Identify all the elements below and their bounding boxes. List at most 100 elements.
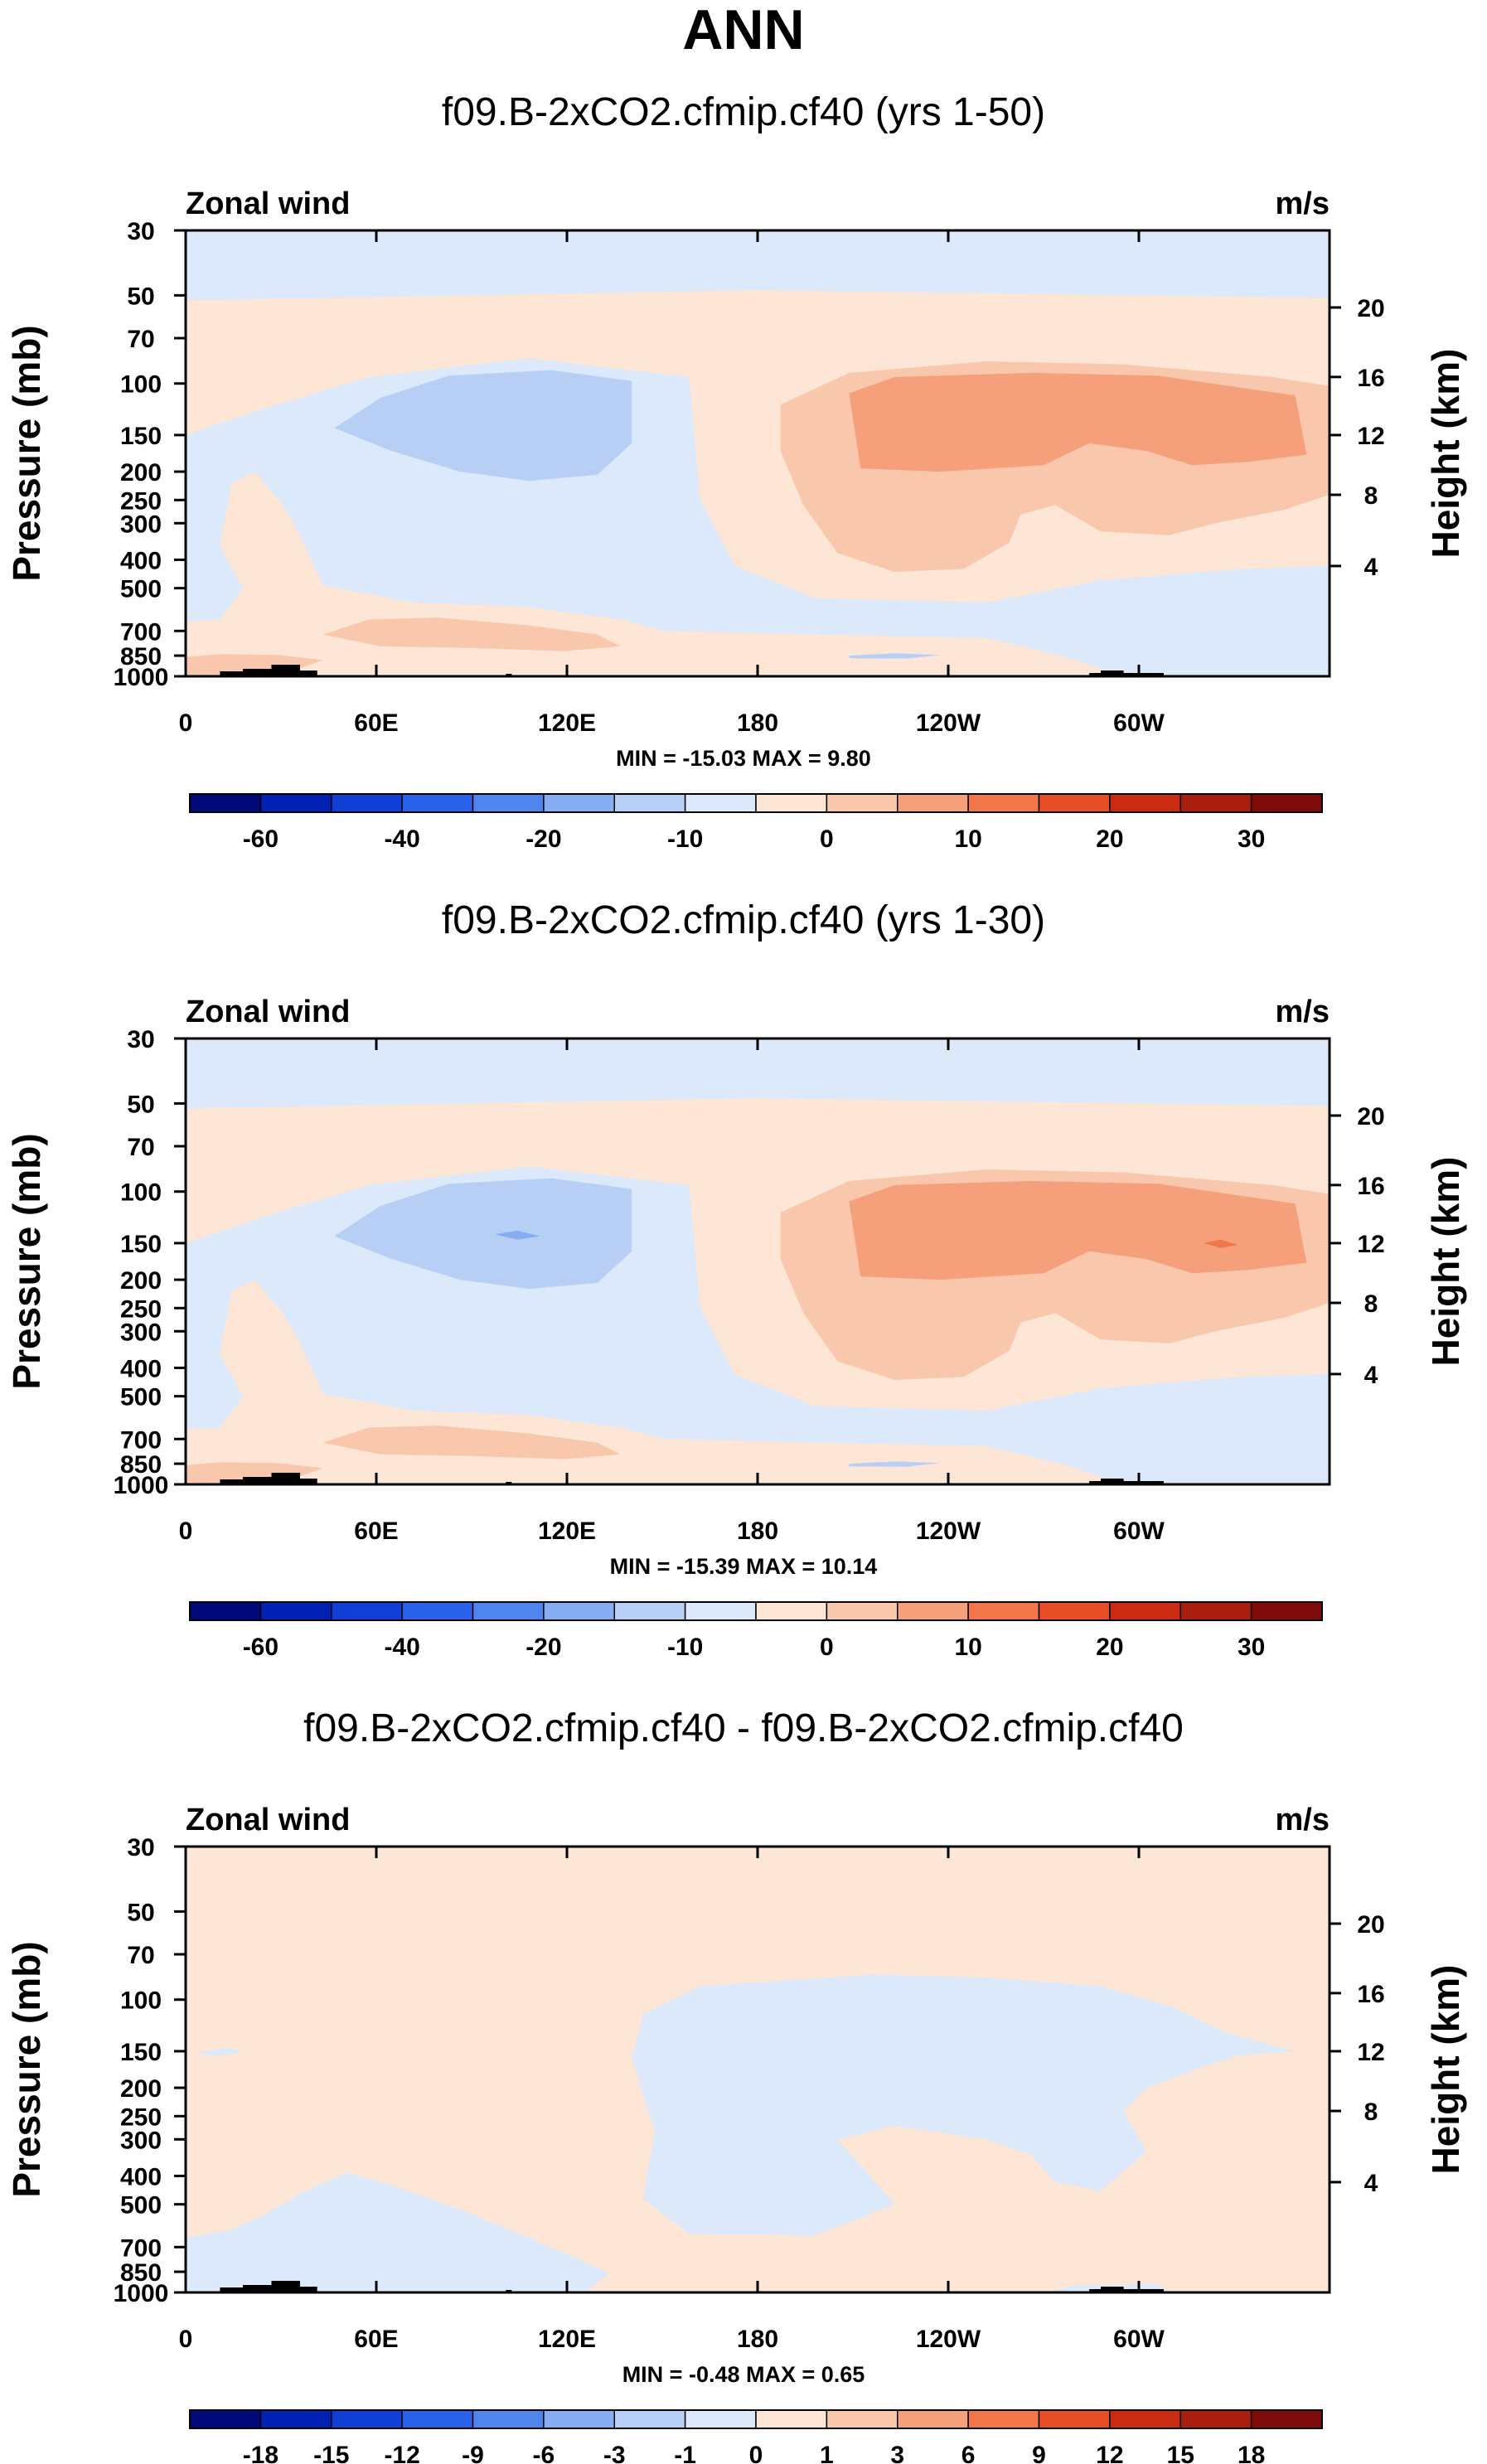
min-max-stats: MIN = -15.39 MAX = 10.14 xyxy=(610,1554,878,1579)
colorbar-swatch xyxy=(897,793,969,813)
colorbar-swatch xyxy=(1109,793,1181,813)
pressure-tick-label: 700 xyxy=(120,2234,162,2262)
colorbar-label: -60 xyxy=(243,825,279,853)
height-tick-label: 20 xyxy=(1357,295,1384,322)
pressure-tick-label: 150 xyxy=(120,1231,162,1258)
contour-diff-negative-lower xyxy=(186,2172,609,2292)
colorbar-swatch xyxy=(543,1601,615,1621)
pressure-tick-label: 250 xyxy=(120,1295,162,1323)
colorbar-swatch xyxy=(1250,2409,1323,2429)
height-tick-label: 4 xyxy=(1364,554,1378,581)
colorbar-label: 10 xyxy=(954,825,981,853)
colorbar-label: 0 xyxy=(820,825,834,853)
pressure-tick-label: 30 xyxy=(127,1026,154,1053)
colorbar-swatch xyxy=(189,793,262,813)
topography-mask xyxy=(271,1473,300,1484)
colorbar-swatch xyxy=(684,1601,757,1621)
panel-title: f09.B-2xCO2.cfmip.cf40 (yrs 1-30) xyxy=(442,898,1045,942)
topography-mask xyxy=(1101,670,1124,676)
min-max-stats: MIN = -15.03 MAX = 9.80 xyxy=(616,746,871,771)
colorbar-swatch xyxy=(613,1601,686,1621)
colorbar-swatch xyxy=(1038,793,1111,813)
colorbar-swatch xyxy=(472,2409,545,2429)
colorbar-label: 0 xyxy=(820,1634,834,1661)
contour-strat-easterly xyxy=(186,1038,1330,1109)
contour-jet-core xyxy=(849,372,1307,472)
pressure-tick-label: 100 xyxy=(120,1179,162,1207)
colorbar: -18 -15 -12 -9 -6 -3 -1 0 1 3 6 9 12 15 18 xyxy=(189,2409,1323,2464)
colorbar-swatch xyxy=(1179,793,1252,813)
longitude-tick-label: 60E xyxy=(354,709,398,737)
colorbar-label: -40 xyxy=(384,1634,419,1661)
pressure-tick-label: 300 xyxy=(120,2127,162,2154)
pressure-tick-label: 300 xyxy=(120,1319,162,1346)
contour-field xyxy=(186,230,1330,676)
min-max-stats: MIN = -0.48 MAX = 0.65 xyxy=(622,2362,865,2387)
height-tick-label: 16 xyxy=(1357,1173,1384,1200)
contour-lowlevel-easterly xyxy=(849,1461,941,1467)
colorbar-swatch xyxy=(543,793,615,813)
panel-title: f09.B-2xCO2.cfmip.cf40 (yrs 1-50) xyxy=(442,90,1045,134)
height-tick-label: 12 xyxy=(1357,1231,1384,1258)
pressure-tick-label: 70 xyxy=(127,1942,154,1969)
topography-mask xyxy=(1089,673,1164,676)
colorbar-swatch xyxy=(259,793,332,813)
colorbar-swatch xyxy=(755,2409,828,2429)
pressure-tick-label: 700 xyxy=(120,1426,162,1454)
longitude-tick-label: 60E xyxy=(354,1518,398,1545)
longitude-tick-label: 120E xyxy=(538,1518,596,1545)
colorbar-swatch xyxy=(401,1601,474,1621)
colorbar-swatch xyxy=(1250,1601,1323,1621)
topography-mask xyxy=(243,2285,289,2292)
colorbar-frame xyxy=(189,1601,1323,1621)
longitude-axis: 0 60E 120E 180 120W 60W xyxy=(179,230,1165,737)
longitude-tick-label: 0 xyxy=(179,709,193,737)
contour-easterly-mid xyxy=(334,1178,632,1290)
contour-easterly-mid xyxy=(334,370,632,482)
units-label: m/s xyxy=(1276,1803,1330,1837)
height-tick-label: 4 xyxy=(1364,2170,1378,2197)
pressure-axis-label: Pressure (mb) xyxy=(5,1941,48,2197)
longitude-tick-label: 180 xyxy=(737,2326,778,2353)
pressure-tick-label: 250 xyxy=(120,487,162,515)
height-axis-label: Height (km) xyxy=(1424,1965,1467,2175)
colorbar-swatch xyxy=(189,1601,262,1621)
pressure-tick-label: 100 xyxy=(120,1987,162,2015)
longitude-tick-label: 60W xyxy=(1113,2326,1165,2353)
variable-label: Zonal wind xyxy=(186,186,350,221)
longitude-tick-label: 180 xyxy=(737,709,778,737)
colorbar-swatch xyxy=(826,2409,898,2429)
topography-mask xyxy=(243,1477,289,1484)
height-tick-label: 8 xyxy=(1364,2099,1378,2126)
colorbar-swatch xyxy=(1109,2409,1181,2429)
pressure-tick-label: 1000 xyxy=(114,2280,169,2307)
pressure-tick-label: 850 xyxy=(120,1451,162,1479)
longitude-axis: 0 60E 120E 180 120W 60W xyxy=(179,1847,1165,2353)
colorbar-label: 10 xyxy=(954,1634,981,1661)
height-tick-label: 16 xyxy=(1357,1981,1384,2008)
height-axis: 20 16 12 8 4 Height (km) xyxy=(1330,1911,1467,2197)
figure-title: ANN xyxy=(682,0,805,61)
longitude-tick-label: 60E xyxy=(354,2326,398,2353)
colorbar-label: -12 xyxy=(384,2442,419,2464)
contour-lowlevel-westerly xyxy=(322,617,621,651)
colorbar-label: 1 xyxy=(820,2442,834,2464)
colorbar-swatch xyxy=(331,2409,403,2429)
pressure-tick-label: 50 xyxy=(127,283,154,310)
pressure-axis-label: Pressure (mb) xyxy=(5,325,48,581)
topography-mask xyxy=(300,2287,317,2292)
longitude-tick-label: 120E xyxy=(538,2326,596,2353)
height-tick-label: 8 xyxy=(1364,1290,1378,1318)
pressure-tick-label: 500 xyxy=(120,1384,162,1411)
topography-mask xyxy=(1089,2289,1164,2292)
colorbar-swatch xyxy=(613,2409,686,2429)
pressure-tick-label: 850 xyxy=(120,2259,162,2287)
contour-diff-negative-upper xyxy=(632,1974,1296,2236)
contour-easterly-core xyxy=(494,1230,540,1240)
colorbar-label: -1 xyxy=(674,2442,696,2464)
variable-label: Zonal wind xyxy=(186,995,350,1029)
colorbar-label: -15 xyxy=(313,2442,349,2464)
colorbar-label: 0 xyxy=(749,2442,763,2464)
